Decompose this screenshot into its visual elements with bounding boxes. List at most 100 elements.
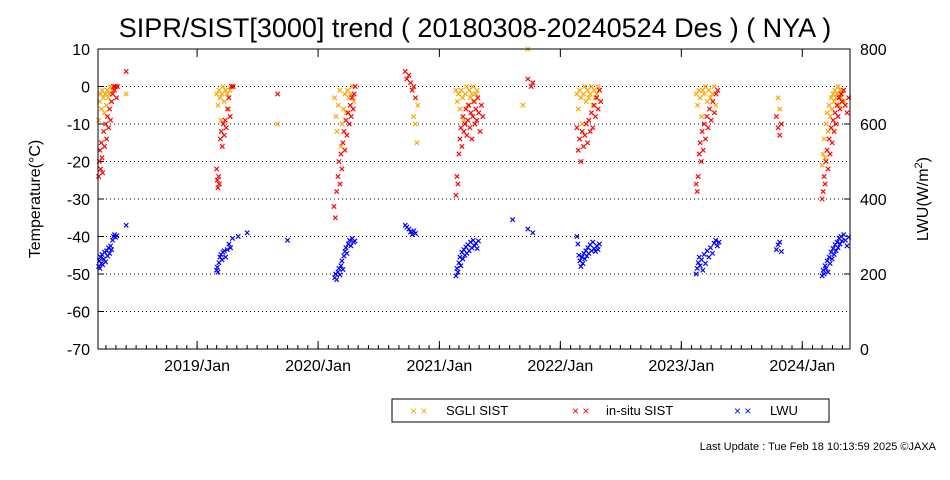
- point-lwu: [820, 267, 826, 273]
- point-lwu: [458, 263, 464, 269]
- point-lwu: [103, 259, 109, 265]
- point-lwu: [344, 250, 350, 256]
- y2-tick-label: 0: [860, 342, 869, 359]
- point-sgli: [456, 91, 462, 97]
- point-lwu: [821, 271, 827, 277]
- point-sgli: [711, 83, 717, 90]
- point-insitu: [96, 173, 102, 180]
- point-sgli: [454, 98, 460, 105]
- point-lwu: [407, 229, 414, 235]
- point-insitu: [844, 110, 850, 116]
- legend-item-sgli: × × SGLI SIST: [410, 403, 508, 418]
- data-marks: [96, 46, 852, 283]
- y-tick-label: -70: [67, 342, 90, 359]
- point-insitu: [590, 125, 596, 131]
- point-insitu: [457, 136, 463, 142]
- point-sgli: [466, 87, 472, 93]
- point-sgli: [591, 87, 597, 93]
- point-lwu: [97, 265, 103, 271]
- point-lwu: [510, 217, 516, 223]
- point-lwu: [714, 243, 721, 249]
- point-sgli: [821, 136, 827, 142]
- point-insitu: [477, 128, 483, 135]
- point-insitu: [842, 102, 848, 108]
- y-axis-label: Temperature(°C): [27, 140, 44, 258]
- point-sgli: [579, 121, 585, 127]
- point-sgli: [463, 83, 470, 90]
- y2-axis-label-sup: 2: [913, 162, 925, 168]
- point-insitu: [705, 125, 711, 131]
- point-lwu: [343, 245, 349, 251]
- point-insitu: [777, 132, 783, 138]
- legend-item-lwu: × × LWU: [734, 403, 798, 418]
- point-insitu: [455, 181, 461, 187]
- point-sgli: [219, 91, 225, 97]
- point-lwu: [698, 257, 705, 263]
- point-sgli: [583, 98, 589, 105]
- point-insitu: [827, 151, 833, 157]
- point-insitu: [332, 215, 338, 221]
- point-sgli: [465, 102, 471, 108]
- point-lwu: [831, 251, 837, 258]
- point-insitu: [574, 125, 580, 131]
- y-tick-label: -50: [67, 267, 90, 284]
- point-sgli: [462, 91, 468, 97]
- point-insitu: [476, 110, 482, 116]
- point-insitu: [453, 192, 459, 198]
- point-insitu: [480, 113, 486, 120]
- point-lwu: [709, 250, 716, 256]
- point-insitu: [696, 151, 702, 157]
- plot-frame: [97, 48, 851, 350]
- point-insitu: [835, 113, 841, 120]
- point-sgli: [410, 113, 417, 120]
- point-sgli: [339, 121, 345, 127]
- point-insitu: [411, 83, 417, 90]
- point-insitu: [575, 147, 581, 153]
- point-lwu: [578, 263, 584, 270]
- point-sgli: [696, 87, 702, 93]
- point-insitu: [710, 98, 716, 105]
- point-lwu: [576, 252, 582, 258]
- point-insitu: [214, 177, 220, 183]
- point-lwu: [590, 239, 596, 245]
- point-insitu: [350, 106, 356, 112]
- point-insitu: [224, 106, 231, 112]
- legend-marker-lwu: × ×: [734, 404, 751, 418]
- point-sgli: [459, 95, 466, 101]
- point-insitu: [592, 113, 599, 120]
- point-insitu: [344, 132, 350, 138]
- point-insitu: [340, 140, 346, 146]
- point-lwu: [475, 238, 482, 244]
- y2-axis-label-main: LWU(W/m: [915, 168, 932, 241]
- point-lwu: [339, 258, 345, 264]
- point-lwu: [455, 269, 461, 275]
- point-lwu: [227, 245, 234, 251]
- point-insitu: [228, 83, 235, 90]
- x-tick-label: 2023/Jan: [648, 358, 714, 375]
- point-insitu: [470, 113, 476, 120]
- point-insitu: [216, 173, 222, 180]
- y2-tick-label: 200: [860, 267, 887, 284]
- y-tick-label: -10: [67, 117, 90, 134]
- point-lwu: [829, 256, 835, 262]
- point-sgli: [221, 98, 227, 105]
- point-insitu: [837, 106, 843, 112]
- point-sgli: [343, 110, 349, 116]
- point-sgli: [461, 117, 467, 123]
- point-insitu: [701, 121, 707, 127]
- y-tick-label: -20: [67, 155, 90, 172]
- point-sgli: [590, 102, 596, 108]
- point-insitu: [596, 87, 603, 93]
- point-sgli: [819, 162, 825, 168]
- point-sgli: [215, 102, 221, 108]
- point-insitu: [475, 95, 481, 101]
- point-insitu: [331, 203, 337, 210]
- y2-axis-label: LWU(W/m2): [913, 157, 932, 241]
- point-sgli: [588, 83, 595, 90]
- point-insitu: [474, 117, 480, 123]
- point-insitu: [464, 132, 470, 138]
- point-insitu: [587, 128, 593, 135]
- point-insitu: [275, 91, 281, 97]
- point-sgli: [457, 106, 463, 112]
